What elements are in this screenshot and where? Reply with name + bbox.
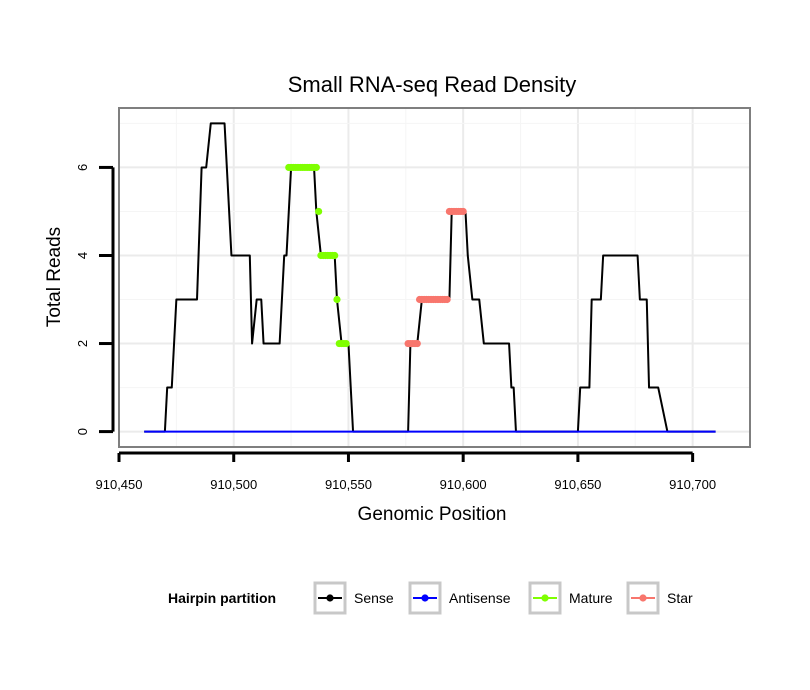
data-point-mature (331, 251, 339, 260)
legend-key-point (421, 594, 429, 602)
data-point-mature (342, 339, 350, 348)
legend: Hairpin partition Sense Antisense Mature St… (168, 581, 693, 615)
x-tick-label: 910,650 (554, 477, 601, 492)
x-axis-title: Genomic Position (358, 504, 507, 525)
series-line-sense (144, 122, 716, 433)
y-tick-label: 0 (75, 428, 90, 435)
chart-title: Small RNA-seq Read Density (288, 72, 577, 97)
legend-title: Hairpin partition (168, 590, 276, 606)
legend-label-antisense: Antisense (449, 590, 511, 606)
legend-key-point (639, 594, 647, 602)
legend-key-point (326, 594, 334, 602)
data-point-star (413, 339, 421, 348)
data-point-star (443, 295, 451, 304)
plot-panel-border (118, 107, 751, 448)
series-layer (144, 122, 716, 433)
x-tick-label: 910,550 (325, 477, 372, 492)
x-tick-label: 910,600 (440, 477, 487, 492)
y-tick-label: 4 (75, 252, 90, 259)
y-tick-label: 2 (75, 340, 90, 347)
y-axis-title: Total Reads (44, 227, 65, 327)
x-tick-label: 910,500 (210, 477, 257, 492)
data-point-mature (315, 207, 323, 216)
data-point-star (459, 207, 467, 216)
legend-key-point (541, 594, 549, 602)
grid (118, 108, 751, 447)
legend-label-mature: Mature (569, 590, 613, 606)
y-axis: 0 2 4 6 (75, 164, 115, 435)
x-tick-label: 910,700 (669, 477, 716, 492)
legend-label-star: Star (667, 590, 693, 606)
legend-label-sense: Sense (354, 590, 394, 606)
x-axis: 910,450 910,500 910,550 910,600 910,650 910,7… (96, 451, 716, 492)
x-tick-label: 910,450 (96, 477, 143, 492)
y-tick-label: 6 (75, 164, 90, 171)
data-point-mature (333, 295, 341, 304)
data-point-mature (312, 163, 320, 172)
